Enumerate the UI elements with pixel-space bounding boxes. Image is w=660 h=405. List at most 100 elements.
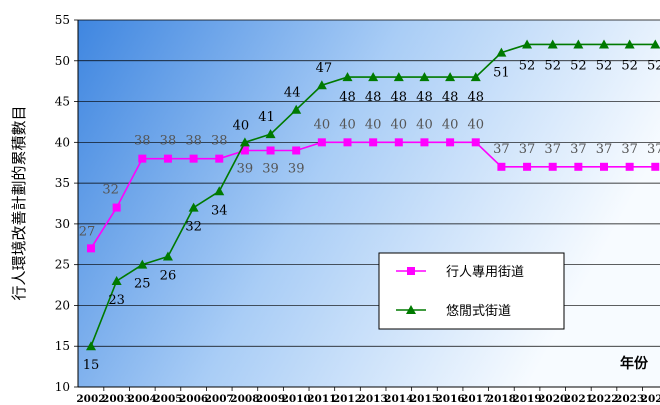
data-point-leisure — [599, 39, 609, 49]
data-point-pedestrian — [548, 162, 557, 171]
data-label-pedestrian: 37 — [493, 142, 510, 157]
data-label-pedestrian: 38 — [134, 134, 151, 149]
data-point-leisure — [624, 39, 635, 49]
data-point-leisure — [419, 72, 430, 82]
data-point-leisure — [522, 39, 533, 49]
y-tick-label: 40 — [55, 135, 70, 149]
x-tick-label: 2013 — [359, 393, 388, 405]
data-point-pedestrian — [497, 162, 506, 171]
x-tick-label: 2011 — [307, 393, 336, 405]
data-point-pedestrian — [112, 203, 121, 212]
x-tick-label: 2016 — [435, 393, 464, 405]
data-point-leisure — [573, 39, 584, 49]
x-tick-label: 2003 — [102, 393, 131, 405]
y-tick-label: 25 — [55, 258, 70, 272]
data-label-pedestrian: 37 — [519, 142, 536, 157]
data-point-leisure — [368, 72, 379, 82]
legend-label-pedestrian: 行人專用街道 — [446, 265, 524, 280]
x-axis-ticks: 2002200320042005200620072008200920102011… — [76, 387, 660, 405]
data-label-pedestrian: 32 — [102, 183, 119, 198]
x-tick-label: 2002 — [76, 393, 105, 405]
data-point-leisure — [291, 104, 302, 114]
legend-marker-leisure — [406, 305, 416, 314]
data-label-leisure: 48 — [416, 90, 433, 105]
data-label-leisure: 52 — [570, 58, 587, 73]
x-tick-label: 2017 — [461, 393, 490, 405]
data-label-leisure: 32 — [185, 220, 202, 235]
data-label-leisure: 52 — [647, 58, 660, 73]
data-label-pedestrian: 40 — [467, 117, 484, 132]
data-label-pedestrian: 40 — [442, 117, 459, 132]
data-point-pedestrian — [317, 138, 326, 147]
data-point-pedestrian — [266, 146, 275, 155]
data-point-leisure — [214, 186, 225, 196]
x-tick-label: 2020 — [538, 393, 567, 405]
x-axis-label: 年份 — [620, 355, 649, 372]
x-tick-label: 2004 — [128, 393, 157, 405]
data-point-leisure — [162, 251, 173, 261]
data-label-pedestrian: 27 — [79, 224, 96, 239]
data-label-pedestrian: 37 — [647, 142, 660, 157]
data-point-leisure — [316, 80, 327, 90]
data-label-pedestrian: 40 — [314, 117, 331, 132]
data-label-leisure: 26 — [160, 269, 177, 284]
data-point-leisure — [265, 129, 276, 139]
data-label-leisure: 41 — [258, 110, 275, 125]
data-label-pedestrian: 38 — [160, 134, 177, 149]
data-point-leisure — [650, 39, 660, 49]
data-labels: 27 32 38 38 38 38 39 39 39 40 40 40 40 40 40 40 37 37 37 37… — [79, 58, 660, 373]
data-point-pedestrian — [87, 244, 95, 253]
data-point-leisure — [137, 259, 148, 269]
data-label-leisure: 34 — [211, 203, 228, 218]
data-label-pedestrian: 39 — [237, 161, 254, 176]
data-point-pedestrian — [523, 162, 532, 171]
data-point-leisure — [393, 72, 404, 82]
data-point-pedestrian — [574, 162, 583, 171]
x-tick-label: 2018 — [487, 393, 516, 405]
data-label-leisure: 52 — [621, 58, 638, 73]
legend-label-leisure: 悠閒式街道 — [446, 304, 511, 319]
data-point-pedestrian — [343, 138, 352, 147]
x-tick-label: 2012 — [333, 393, 362, 405]
data-point-pedestrian — [240, 146, 249, 155]
data-label-leisure: 40 — [233, 118, 250, 133]
data-label-pedestrian: 37 — [621, 142, 638, 157]
data-label-pedestrian: 40 — [391, 117, 408, 132]
x-tick-label: 2021 — [564, 393, 593, 405]
data-label-leisure: 52 — [596, 58, 613, 73]
data-point-leisure — [445, 72, 456, 82]
data-label-pedestrian: 37 — [570, 142, 587, 157]
data-point-pedestrian — [292, 146, 301, 155]
data-point-pedestrian — [163, 154, 172, 163]
data-point-leisure — [188, 202, 199, 212]
x-tick-label: 2024 — [641, 393, 660, 405]
data-label-leisure: 44 — [284, 86, 301, 101]
data-label-pedestrian: 38 — [185, 134, 202, 149]
data-point-pedestrian — [446, 138, 455, 147]
x-tick-label: 2005 — [153, 393, 182, 405]
data-point-pedestrian — [394, 138, 403, 147]
plot-area — [78, 20, 660, 387]
y-axis-ticks: 10 15 20 25 30 35 40 45 50 55 — [55, 13, 78, 394]
grid — [77, 19, 660, 388]
legend: 行人專用街道 悠閒式街道 — [378, 252, 565, 330]
data-label-leisure: 48 — [365, 90, 382, 105]
x-tick-label: 2009 — [256, 393, 285, 405]
data-point-pedestrian — [651, 162, 660, 171]
y-tick-label: 35 — [55, 176, 70, 190]
data-label-leisure: 15 — [83, 358, 100, 373]
data-point-leisure — [470, 72, 481, 82]
data-point-pedestrian — [138, 154, 147, 163]
data-point-pedestrian — [625, 162, 634, 171]
data-label-pedestrian: 38 — [211, 134, 228, 149]
x-tick-label: 2015 — [410, 393, 439, 405]
data-point-pedestrian — [471, 138, 480, 147]
data-label-pedestrian: 40 — [416, 117, 433, 132]
data-label-leisure: 23 — [108, 293, 125, 308]
data-label-pedestrian: 39 — [288, 161, 305, 176]
x-tick-label: 2014 — [384, 393, 413, 405]
data-point-pedestrian — [215, 154, 224, 163]
x-tick-label: 2019 — [512, 393, 541, 405]
x-tick-label: 2007 — [205, 393, 234, 405]
data-point-leisure — [342, 72, 353, 82]
